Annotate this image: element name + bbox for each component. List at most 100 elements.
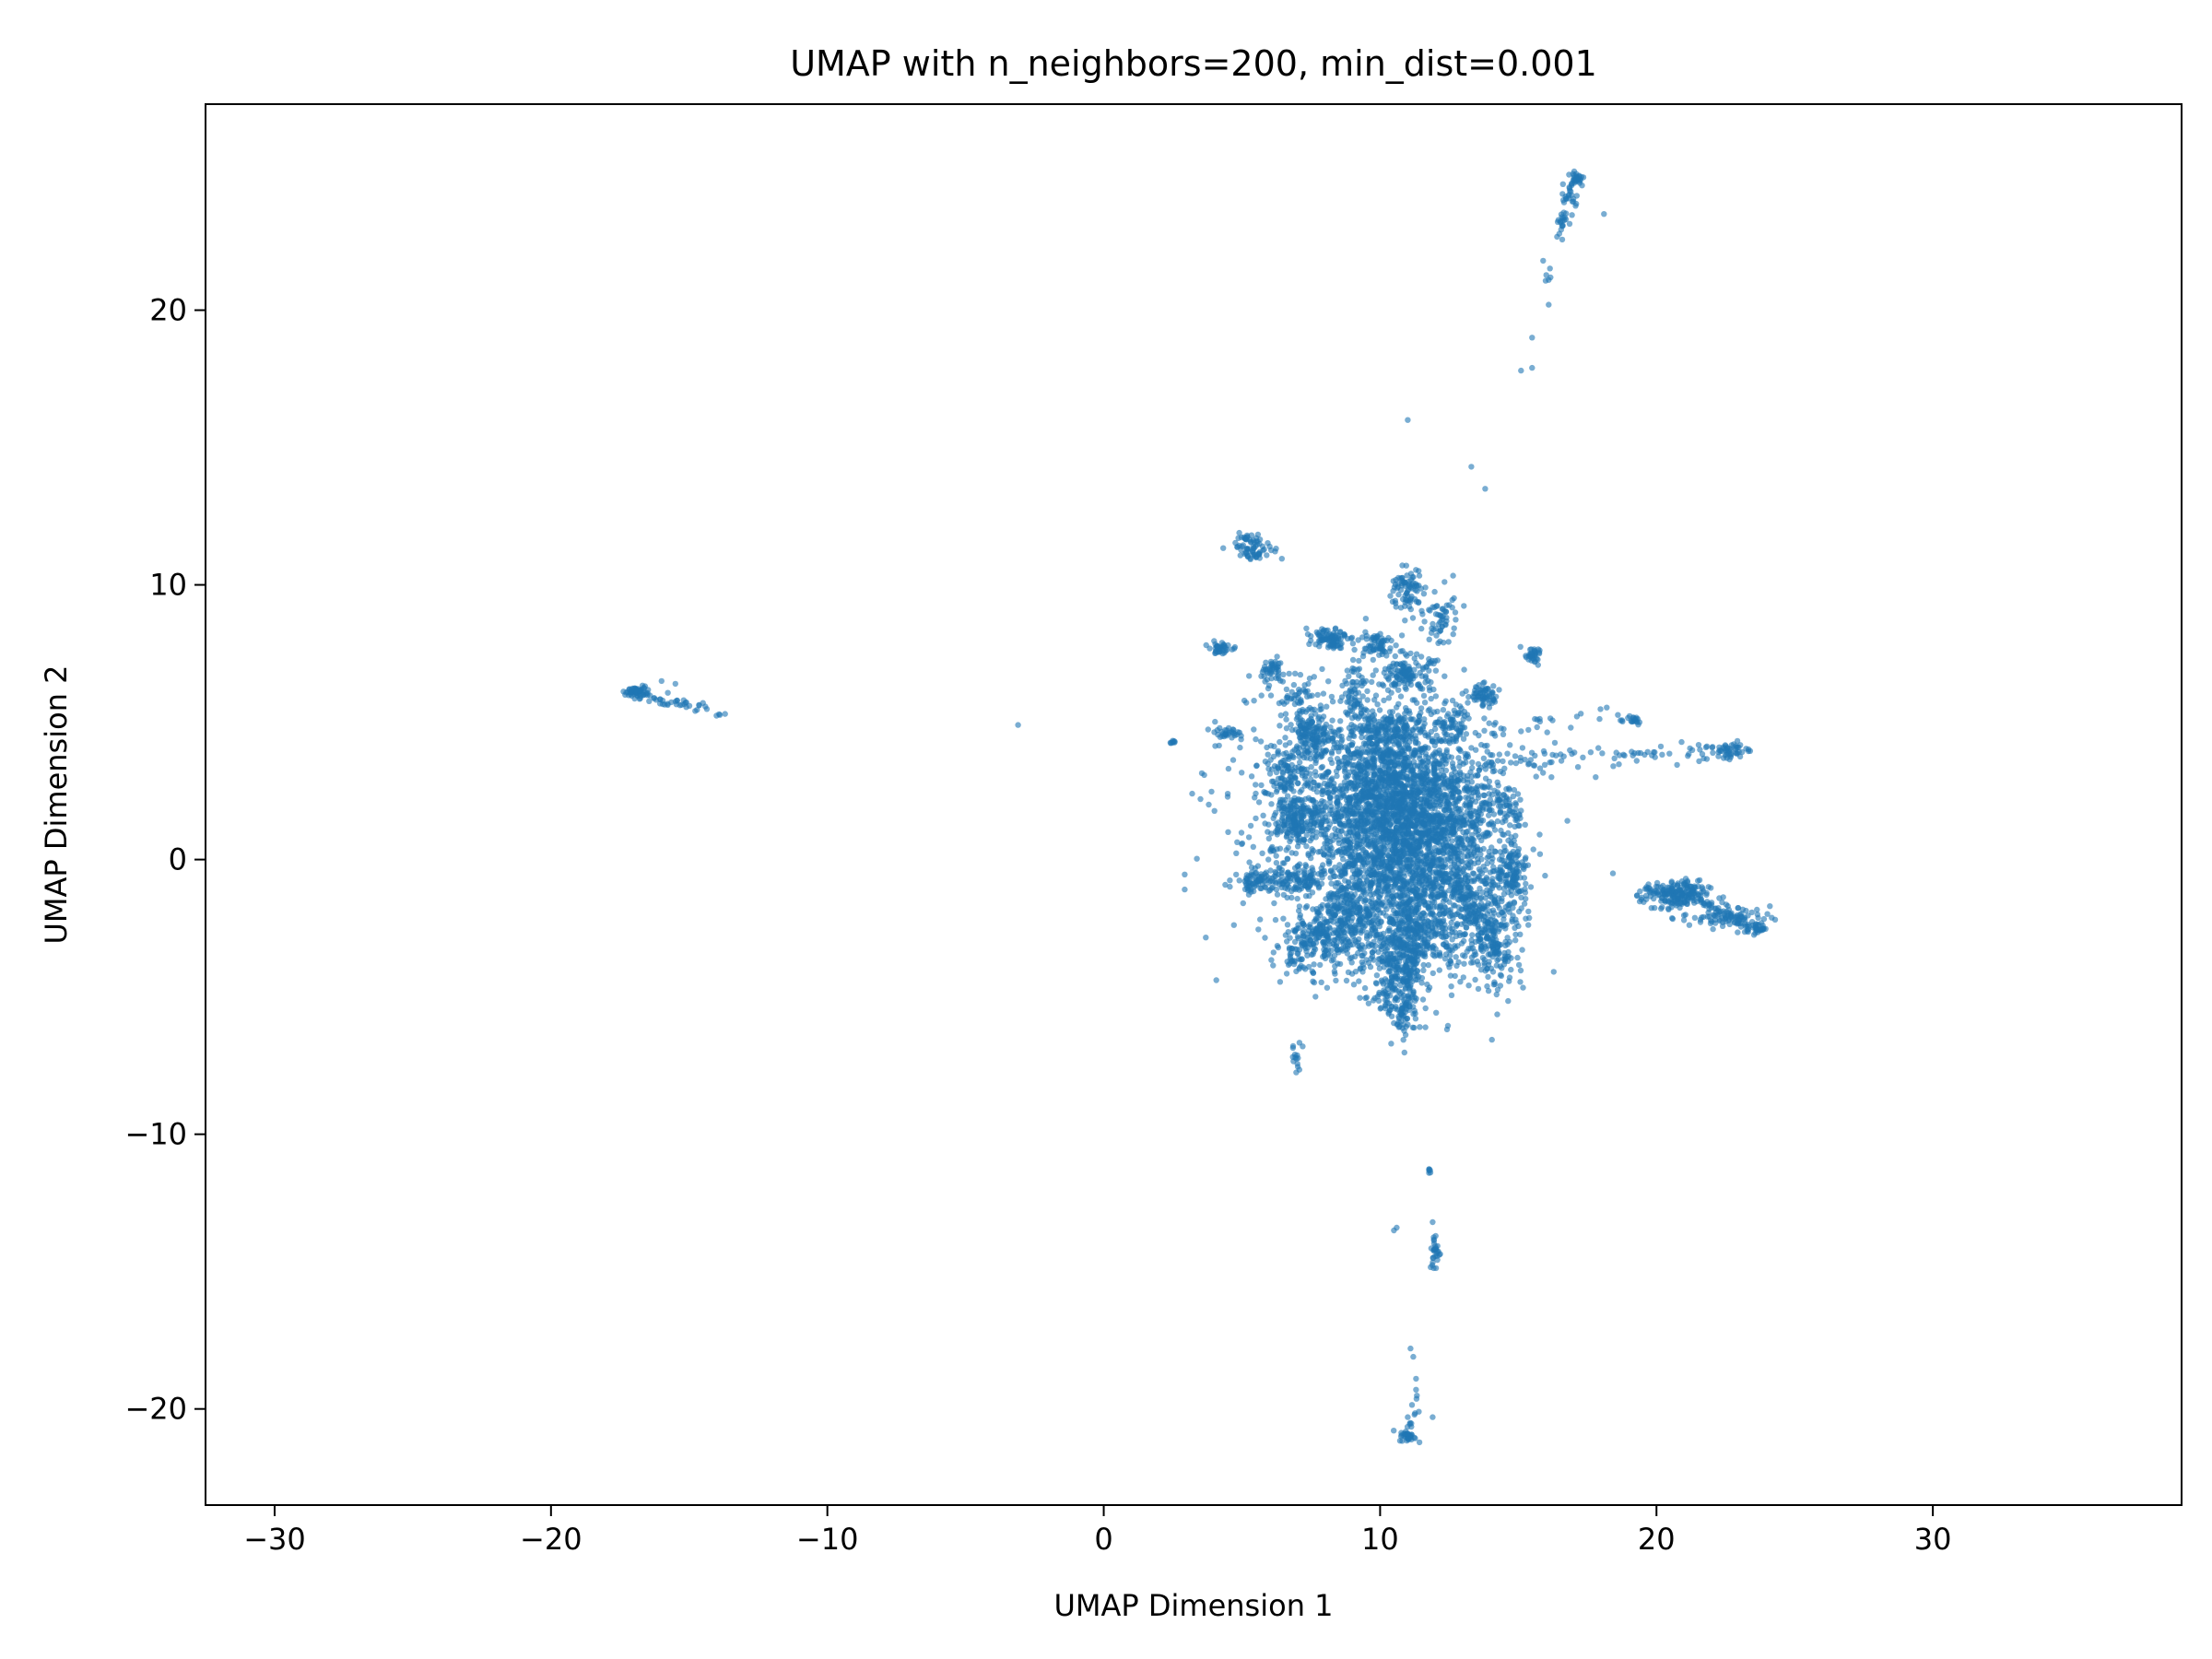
scatter-point	[1504, 880, 1511, 887]
scatter-point	[1424, 797, 1430, 804]
scatter-point	[1453, 854, 1459, 861]
scatter-point	[1385, 695, 1393, 701]
scatter-point	[1492, 924, 1499, 931]
scatter-point	[1419, 858, 1427, 865]
scatter-point	[1434, 931, 1441, 937]
scatter-point	[1475, 961, 1482, 968]
scatter-point	[1480, 845, 1487, 853]
scatter-point	[1367, 963, 1374, 971]
scatter-point	[1453, 809, 1461, 816]
scatter-point	[1257, 916, 1264, 923]
scatter-point	[1508, 834, 1514, 841]
scatter-point	[1506, 978, 1512, 984]
scatter-point	[1405, 824, 1411, 831]
scatter-point	[1448, 771, 1455, 778]
scatter-point	[1349, 862, 1356, 868]
scatter-point	[1288, 722, 1294, 728]
scatter-point	[1384, 687, 1392, 693]
scatter-point	[1400, 803, 1407, 810]
scatter-point	[1194, 855, 1200, 862]
scatter-point	[1477, 868, 1484, 875]
scatter-point	[1362, 994, 1369, 1002]
scatter-point	[1262, 935, 1268, 941]
scatter-point	[1475, 985, 1482, 993]
scatter-point	[1525, 908, 1532, 915]
scatter-point	[1522, 856, 1529, 863]
scatter-point	[1247, 822, 1254, 830]
scatter-point	[1442, 811, 1449, 818]
scatter-point	[1415, 842, 1421, 849]
scatter-point	[1350, 822, 1358, 829]
scatter-point	[1273, 860, 1280, 866]
scatter-point	[1427, 802, 1434, 808]
scatter-point	[1493, 962, 1500, 969]
scatter-point	[1522, 821, 1529, 828]
scatter-point	[1436, 967, 1443, 973]
scatter-point	[1182, 871, 1188, 877]
scatter-point	[1414, 810, 1420, 817]
scatter-point	[1429, 924, 1436, 932]
scatter-point	[1431, 742, 1439, 749]
scatter-point	[1300, 922, 1308, 928]
scatter-point	[1331, 740, 1338, 747]
scatter-point	[1450, 823, 1457, 830]
scatter-point	[1321, 941, 1327, 948]
scatter-point	[1390, 875, 1396, 881]
scatter-point	[1411, 771, 1418, 778]
scatter-point	[1355, 949, 1361, 957]
scatter-point	[1491, 868, 1498, 875]
scatter-point	[1275, 944, 1282, 951]
scatter-point	[1338, 828, 1346, 834]
scatter-point	[1419, 996, 1427, 1003]
scatter-point	[1327, 875, 1334, 881]
scatter-point	[1364, 707, 1371, 714]
scatter-point	[1521, 865, 1527, 873]
scatter-point	[1495, 874, 1501, 880]
scatter-point	[1277, 723, 1283, 729]
scatter-point	[1374, 774, 1381, 781]
scatter-point	[1376, 707, 1383, 713]
scatter-point	[1325, 678, 1332, 685]
scatter-point	[1470, 823, 1477, 830]
scatter-point	[1317, 961, 1324, 969]
scatter-point	[1437, 801, 1444, 808]
scatter-point	[1350, 829, 1357, 835]
scatter-point	[1442, 767, 1450, 774]
scatter-point	[1397, 982, 1404, 989]
scatter-point	[1425, 859, 1431, 865]
scatter-point	[1438, 825, 1444, 831]
scatter-point	[1255, 926, 1262, 933]
scatter-point	[1481, 957, 1488, 963]
scatter-point	[1494, 1011, 1500, 1018]
scatter-point	[1364, 759, 1371, 766]
scatter-point	[1423, 940, 1430, 947]
scatter-point	[1507, 742, 1513, 748]
scatter-point	[1453, 922, 1461, 928]
scatter-point	[1312, 759, 1319, 766]
scatter-point	[1398, 814, 1405, 821]
scatter-point	[1488, 1036, 1495, 1043]
scatter-point	[1372, 809, 1379, 816]
scatter-point	[1336, 960, 1344, 968]
scatter-point	[1294, 895, 1300, 902]
scatter-point	[1438, 886, 1444, 892]
scatter-point	[1465, 700, 1471, 706]
scatter-point	[1335, 811, 1341, 818]
scatter-point	[1522, 889, 1529, 896]
scatter-point	[1245, 834, 1253, 841]
scatter-point	[1418, 895, 1424, 901]
scatter-point	[1486, 812, 1492, 818]
scatter-point	[1418, 705, 1425, 712]
scatter-point	[1397, 760, 1404, 767]
scatter-point	[1356, 657, 1362, 665]
scatter-point	[1406, 811, 1413, 818]
scatter-point	[1391, 843, 1398, 850]
scatter-point	[1328, 748, 1335, 755]
scatter-point	[1401, 838, 1408, 845]
scatter-point	[1233, 850, 1240, 856]
scatter-point	[1343, 977, 1350, 984]
scatter-point	[1458, 858, 1465, 865]
scatter-point	[1336, 862, 1343, 868]
scatter-point	[1418, 830, 1425, 837]
scatter-point	[1476, 827, 1482, 833]
